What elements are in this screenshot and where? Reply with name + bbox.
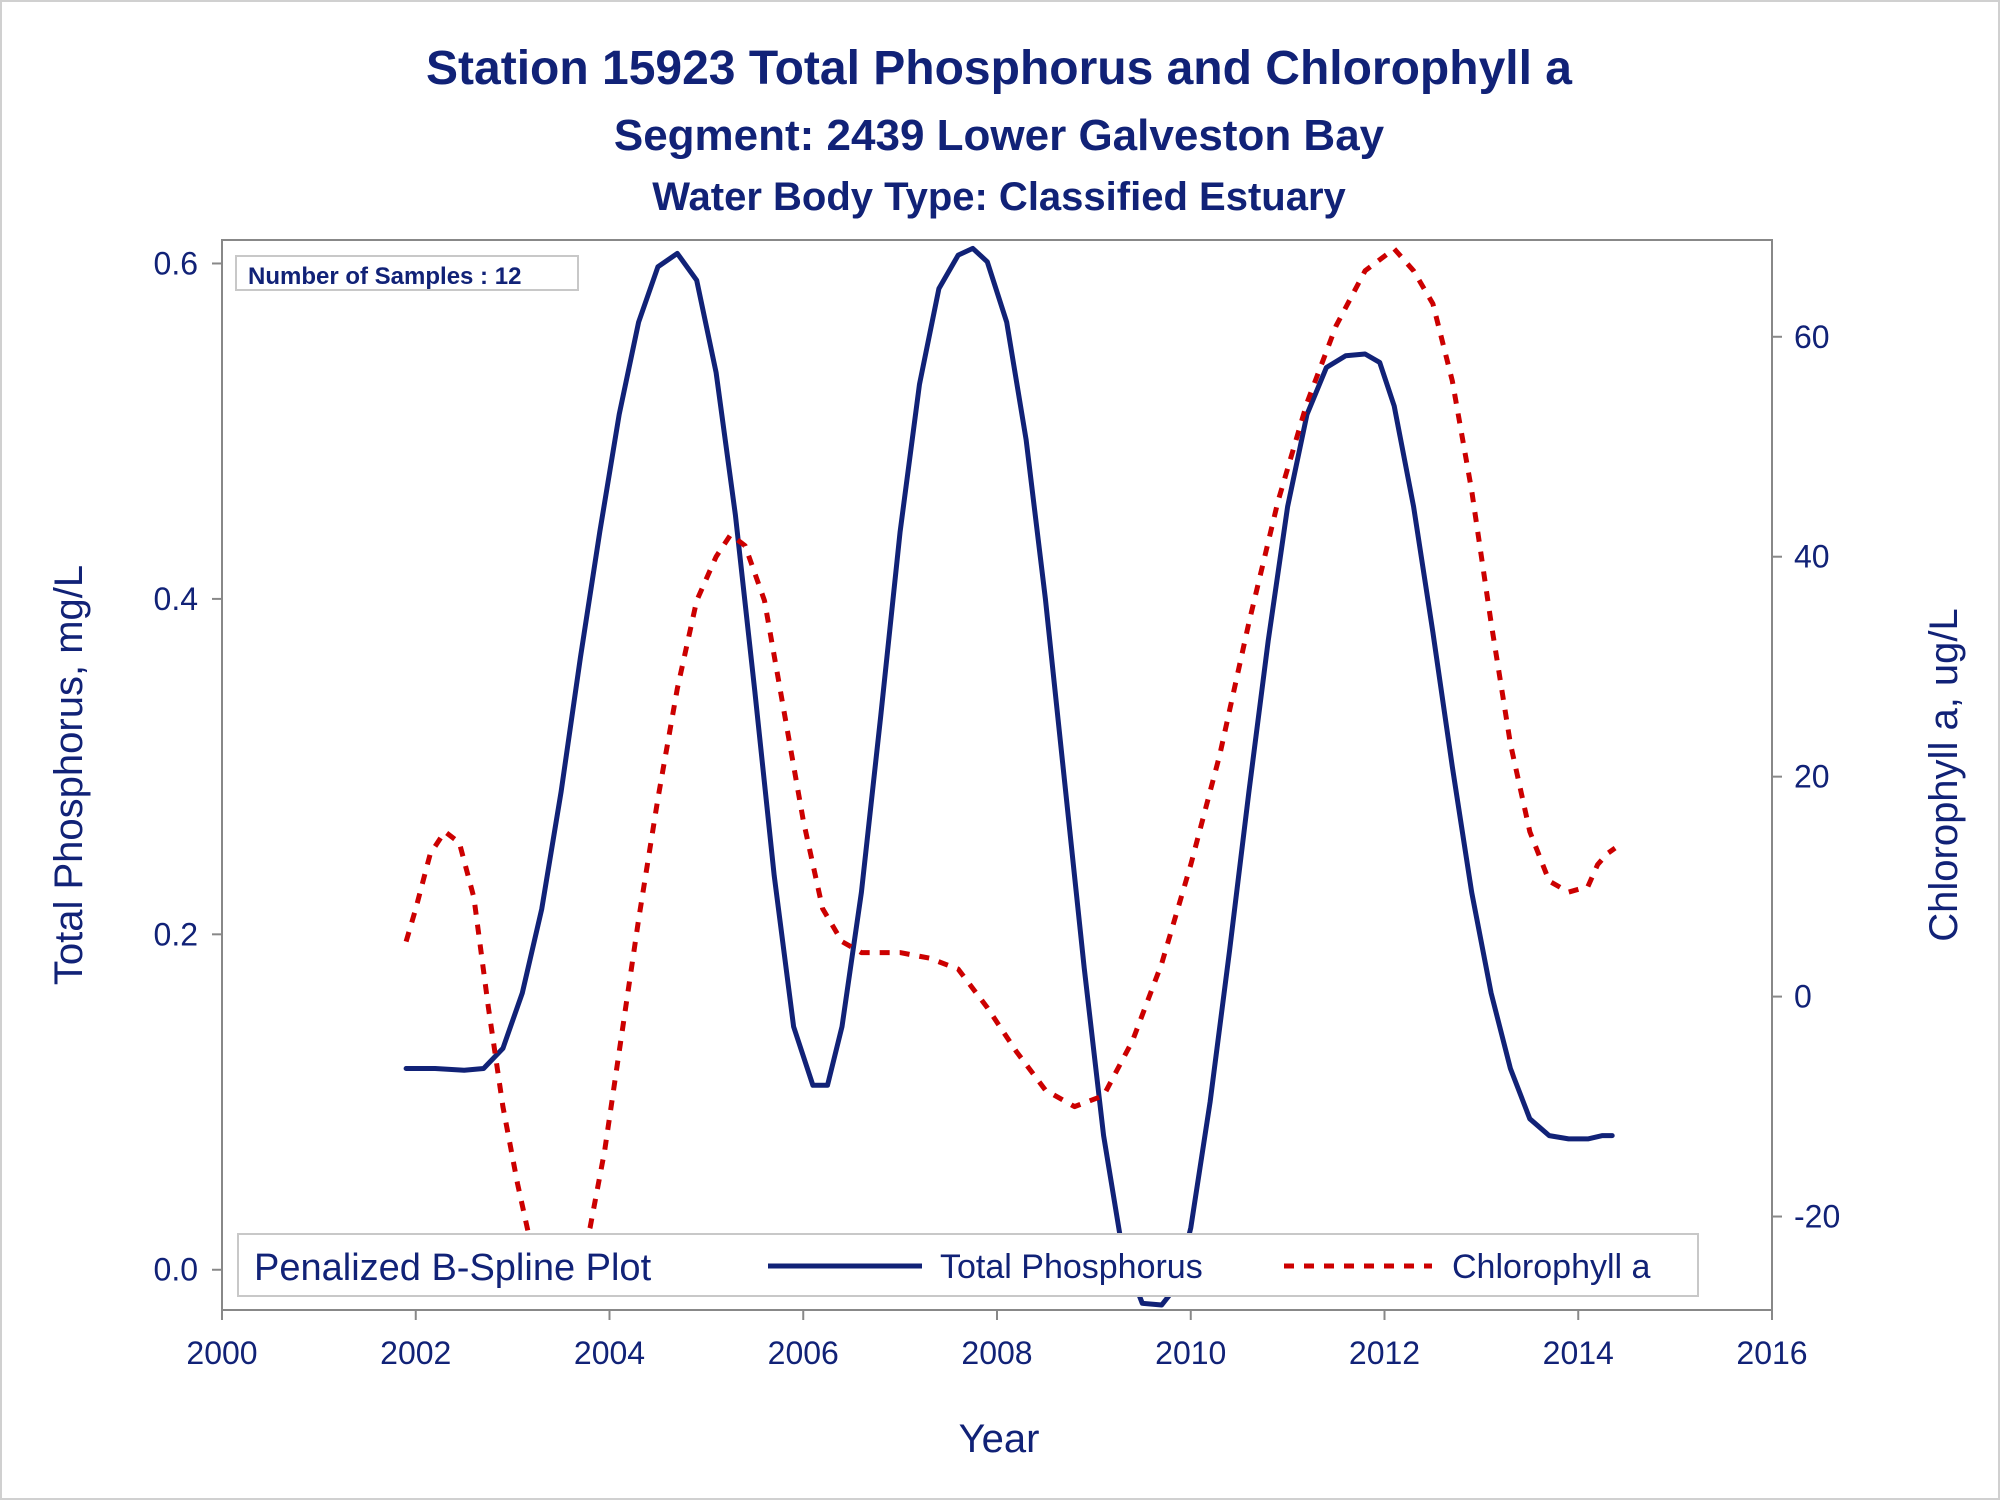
series-line-chlorophyll-a <box>403 246 1617 1285</box>
x-tick-label: 2012 <box>1349 1335 1420 1371</box>
y2-tick-label: 40 <box>1794 539 1830 575</box>
x-tick-label: 2006 <box>768 1335 839 1371</box>
x-tick-label: 2002 <box>380 1335 451 1371</box>
chart-subtitle: Segment: 2439 Lower Galveston Bay <box>614 111 1385 160</box>
x-tick-label: 2016 <box>1736 1335 1807 1371</box>
y2-axis-label: Chlorophyll a, ug/L <box>1922 608 1966 942</box>
legend-title: Penalized B-Spline Plot <box>254 1247 652 1289</box>
legend-box <box>237 1233 1699 1297</box>
y-tick-label: 0.4 <box>154 581 198 617</box>
legend-label-chlorophyll-a: Chlorophyll a <box>1452 1248 1651 1286</box>
plot-area <box>221 239 1773 1311</box>
y-tick-label: 0.6 <box>154 245 198 281</box>
x-tick-label: 2010 <box>1155 1335 1226 1371</box>
chart-title: Station 15923 Total Phosphorus and Chlor… <box>426 42 1572 95</box>
y-tick-label: 0.2 <box>154 916 198 952</box>
x-tick-label: 2014 <box>1543 1335 1614 1371</box>
chart-subtitle-2: Water Body Type: Classified Estuary <box>652 175 1346 219</box>
x-tick-label: 2008 <box>961 1335 1032 1371</box>
x-tick-label: 2000 <box>186 1335 257 1371</box>
x-axis-label: Year <box>959 1417 1040 1461</box>
y-axis-ticks: 0.0 0.2 0.4 0.6 <box>154 245 222 1288</box>
y2-tick-label: -20 <box>1794 1199 1840 1235</box>
legend-label-total-phosphorus: Total Phosphorus <box>940 1248 1203 1286</box>
y-axis-label: Total Phosphorus, mg/L <box>47 565 91 985</box>
series-line-total-phosphorus <box>403 245 1615 1308</box>
series-group <box>403 245 1617 1308</box>
y2-tick-label: 60 <box>1794 319 1830 355</box>
y2-tick-label: 0 <box>1794 979 1812 1015</box>
x-axis-ticks: 2000 2002 2004 2006 2008 2010 2012 2014 2016 <box>186 1310 1808 1371</box>
samples-inset-box <box>235 255 579 291</box>
y-tick-label: 0.0 <box>154 1252 198 1288</box>
samples-inset-text: Number of Samples : 12 <box>248 263 521 290</box>
y2-axis-ticks: -20 0 20 40 60 <box>1772 319 1840 1235</box>
y2-tick-label: 20 <box>1794 759 1830 795</box>
x-tick-label: 2004 <box>574 1335 645 1371</box>
